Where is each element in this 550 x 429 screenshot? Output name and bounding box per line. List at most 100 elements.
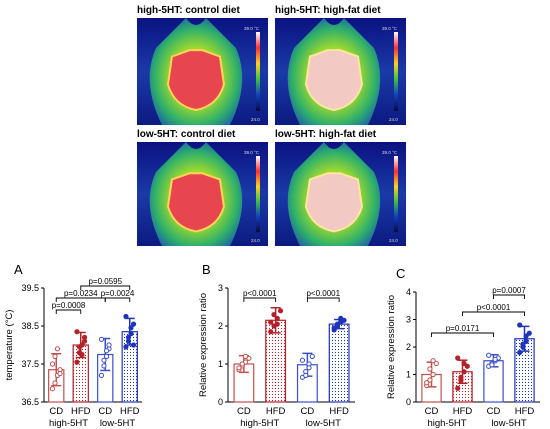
data-point [79,351,85,358]
data-point [52,380,58,386]
p-value-label: p<0.0001 [477,303,511,312]
data-point [74,329,80,335]
scale-min-label: 24.0 [251,238,260,243]
data-point [303,372,309,379]
data-point [49,361,56,367]
data-point [455,355,461,361]
data-point [57,370,63,377]
thermal-title-4: low-5HT: high-fat diet [275,129,377,140]
scale-max-label: 39.0 °C [244,26,260,31]
data-point [489,362,495,368]
y-axis-label: temperature (°C) [4,310,15,381]
data-point [74,359,80,365]
data-point [123,344,129,350]
data-point [274,321,280,327]
data-point [101,357,107,363]
y-tick-label: 4 [406,287,411,297]
y-tick-label: 3 [406,315,411,325]
thermal-title-2: high-5HT: high-fat diet [275,5,381,16]
thermal-title-3: low-5HT: control diet [137,129,236,140]
group-label: high-5HT [427,418,466,429]
scale-max-label: 39.0 °C [244,150,260,155]
p-value-label: p=0.0007 [492,286,526,295]
thermal-core [166,49,225,112]
data-point [268,319,274,325]
data-point [523,333,529,339]
data-point [106,342,112,348]
category-label: HFD [329,406,349,417]
data-point [76,344,83,350]
data-point [125,334,132,341]
data-point [128,325,134,331]
p-value-label: p=0.0024 [101,289,135,298]
data-point [130,321,137,327]
y-tick-label: 37.5 [21,359,39,369]
scale-max-label: 39.0 °C [382,26,398,31]
temperature-scale-bar [394,32,398,111]
data-point [239,361,245,367]
significance-bracket [306,297,340,302]
thermal-core [166,172,225,233]
y-tick-label: 38.5 [21,321,39,331]
y-tick-label: 3 [218,283,223,293]
data-point [424,380,430,386]
data-point [130,342,137,348]
data-point [274,315,280,322]
data-point [128,331,134,337]
y-tick-label: 36.5 [21,397,39,407]
data-point [242,353,249,360]
group-label: low-5HT [491,418,527,429]
data-point [334,321,341,327]
y-tick-label: 39.5 [21,283,39,293]
panel-letter-c: C [396,266,406,281]
data-point [517,322,523,328]
data-point [461,369,467,375]
data-point [492,356,498,362]
group-label: low-5HT [306,418,342,429]
p-value-label: p=0.0008 [52,301,86,310]
thermal-image-2: 39.0 °C 24.0 [275,18,406,125]
y-tick-label: 0 [406,397,411,407]
significance-bracket [493,294,525,299]
data-point [271,312,277,318]
data-point [338,315,344,322]
bar-chart-c: 0 1 2 3 4 Relative expression ratio CD HFD CD HFD… [386,286,540,429]
group-label: low-5HT [100,418,136,429]
data-point [520,341,526,347]
data-point [523,338,529,345]
data-point [52,353,58,360]
data-point [54,346,61,352]
data-point [458,377,464,383]
y-tick-label: 2 [406,342,411,352]
category-label: HFD [266,406,286,417]
data-point [427,377,433,383]
scale-min-label: 24.0 [389,238,398,243]
thermal-image-3: 39.0 °C 24.0 [137,142,268,246]
data-point [277,308,284,314]
data-point [309,353,315,360]
significance-bracket [462,311,525,316]
data-point [430,358,436,364]
thermal-core [304,172,363,233]
bar-chart-a: 36.5 37.5 38.5 39.5 temperature (°C) CD HFD CD H… [4,277,142,429]
data-point [526,330,532,336]
y-axis-label: Relative expression ratio [386,295,397,399]
y-tick-label: 1 [406,370,411,380]
data-point [517,349,523,356]
y-axis-label: Relative expression ratio [198,293,209,397]
thermal-svg: 39.0 °C 24.0 [137,18,268,125]
bar [328,323,350,403]
data-point [306,365,312,371]
significance-bracket [431,332,494,337]
data-point [49,386,56,392]
category-label: CD [98,406,112,417]
significance-bracket [80,285,131,290]
data-point [98,336,105,342]
data-point [461,360,467,367]
thermal-svg: 39.0 °C 24.0 [275,142,406,246]
scale-max-label: 39.0 °C [382,150,398,155]
data-point [299,357,306,363]
category-label: CD [425,406,439,417]
thermal-svg: 39.0 °C 24.0 [137,142,268,246]
